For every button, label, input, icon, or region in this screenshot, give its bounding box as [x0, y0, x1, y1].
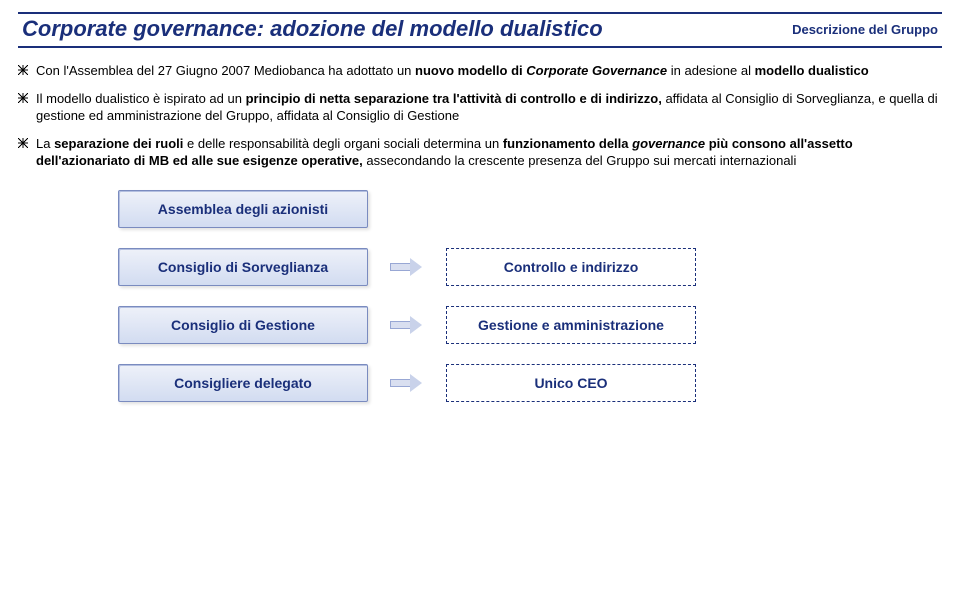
- diagram-body-box: Assemblea degli azionisti: [118, 190, 368, 228]
- diagram-row: Assemblea degli azionisti: [118, 190, 942, 228]
- text-segment: Con l'Assemblea del 27 Giugno 2007 Medio…: [36, 63, 415, 78]
- text-segment: separazione dei ruoli: [54, 136, 183, 151]
- arrow-right-icon: [390, 316, 424, 334]
- bullet-item: Con l'Assemblea del 27 Giugno 2007 Medio…: [18, 62, 942, 80]
- diagram-row: Consiglio di Sorveglianza Controllo e ind…: [118, 248, 942, 286]
- title-prefix: Corporate governance:: [22, 16, 264, 41]
- diagram-row: Consigliere delegato Unico CEO: [118, 364, 942, 402]
- page-header: Corporate governance: adozione del model…: [18, 12, 942, 48]
- text-segment: e delle responsabilità degli organi soci…: [183, 136, 502, 151]
- bullet-list: Con l'Assemblea del 27 Giugno 2007 Medio…: [18, 62, 942, 170]
- diagram-body-box: Consiglio di Gestione: [118, 306, 368, 344]
- text-segment: Corporate Governance: [526, 63, 667, 78]
- section-label: Descrizione del Gruppo: [792, 22, 938, 37]
- governance-diagram: Assemblea degli azionisti Consiglio di So…: [118, 190, 942, 402]
- text-segment: nuovo modello di: [415, 63, 526, 78]
- diagram-function-box: Unico CEO: [446, 364, 696, 402]
- text-segment: funzionamento della: [503, 136, 632, 151]
- text-segment: modello dualistico: [755, 63, 869, 78]
- diagram-row: Consiglio di Gestione Gestione e amminist…: [118, 306, 942, 344]
- text-segment: La: [36, 136, 54, 151]
- title-rest: adozione del modello dualistico: [264, 16, 603, 41]
- text-segment: Il modello dualistico è ispirato ad un: [36, 91, 246, 106]
- bullet-item: La separazione dei ruoli e delle respons…: [18, 135, 942, 170]
- page-title: Corporate governance: adozione del model…: [22, 16, 603, 42]
- bullet-item: Il modello dualistico è ispirato ad un p…: [18, 90, 942, 125]
- text-segment: principio di netta separazione tra l'att…: [246, 91, 662, 106]
- text-segment: assecondando la crescente presenza del G…: [363, 153, 797, 168]
- diagram-function-box: Controllo e indirizzo: [446, 248, 696, 286]
- arrow-right-icon: [390, 258, 424, 276]
- text-segment: in adesione al: [667, 63, 754, 78]
- diagram-function-box: Gestione e amministrazione: [446, 306, 696, 344]
- text-segment: governance: [632, 136, 705, 151]
- diagram-body-box: Consiglio di Sorveglianza: [118, 248, 368, 286]
- diagram-body-box: Consigliere delegato: [118, 364, 368, 402]
- arrow-right-icon: [390, 374, 424, 392]
